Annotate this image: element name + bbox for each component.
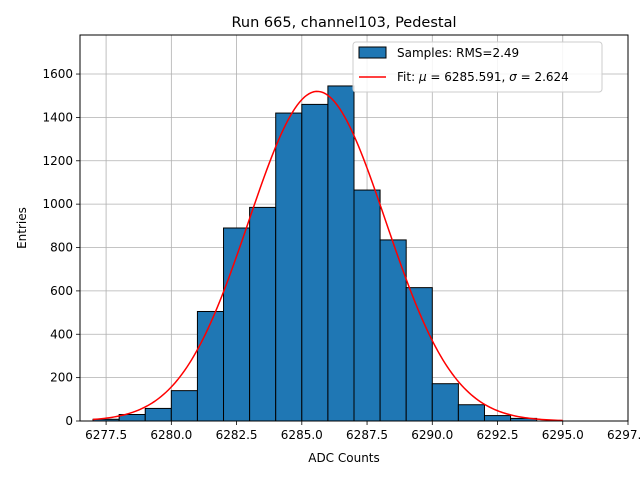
x-tick-label: 6287.5 <box>346 428 388 442</box>
x-tick-label: 6297.5 <box>607 428 640 442</box>
x-axis-ticks: 6277.5 6280.0 6282.5 6285.0 6287.5 6290.0 6292… <box>85 421 640 442</box>
x-tick-label: 6290.0 <box>411 428 453 442</box>
legend: Samples: RMS=2.49 Fit: μ = 6285.591, σ =… <box>352 41 603 93</box>
histogram-bar <box>249 206 277 422</box>
histogram-bars <box>92 85 538 422</box>
y-tick-label: 1000 <box>42 197 73 211</box>
x-tick-label: 6295.0 <box>542 428 584 442</box>
legend-label-samples: Samples: RMS=2.49 <box>397 46 519 60</box>
x-tick-label: 6277.5 <box>85 428 127 442</box>
histogram-bar <box>144 407 172 422</box>
histogram-bar <box>301 103 329 422</box>
histogram-bar <box>353 189 381 422</box>
histogram-bar <box>223 227 251 422</box>
histogram-bar <box>431 383 459 422</box>
histogram-bar <box>483 415 512 422</box>
y-tick-label: 1600 <box>42 67 73 81</box>
plot-frame <box>79 34 629 422</box>
fit-curve <box>92 90 563 422</box>
fit-curve-layer <box>92 90 563 422</box>
y-tick-label: 1200 <box>42 154 73 168</box>
histogram-bar <box>379 239 407 422</box>
x-axis-label: ADC Counts <box>308 451 380 465</box>
y-axis-ticks: 0 200 400 600 800 1000 1200 1400 1600 <box>42 67 80 428</box>
x-tick-label: 6292.5 <box>477 428 519 442</box>
y-tick-label: 400 <box>50 327 73 341</box>
x-tick-label: 6282.5 <box>216 428 258 442</box>
y-tick-label: 1400 <box>42 110 73 124</box>
histogram-bar <box>327 85 355 422</box>
x-tick-label: 6285.0 <box>281 428 323 442</box>
y-axis-label: Entries <box>15 207 29 249</box>
legend-swatch-samples <box>358 46 387 59</box>
chart-title: Run 665, channel103, Pedestal <box>231 15 456 31</box>
y-tick-label: 800 <box>50 241 73 255</box>
y-tick-label: 600 <box>50 284 73 298</box>
histogram-bar <box>170 390 198 422</box>
histogram-bar <box>405 287 433 422</box>
y-tick-label: 0 <box>65 414 73 428</box>
histogram-bar <box>457 404 485 422</box>
histogram-bar <box>275 112 303 422</box>
histogram-bar <box>196 310 225 422</box>
y-tick-label: 200 <box>50 371 73 385</box>
x-tick-label: 6280.0 <box>150 428 192 442</box>
legend-box <box>352 41 603 93</box>
legend-label-fit: Fit: μ = 6285.591, σ = 2.624 <box>397 70 569 84</box>
